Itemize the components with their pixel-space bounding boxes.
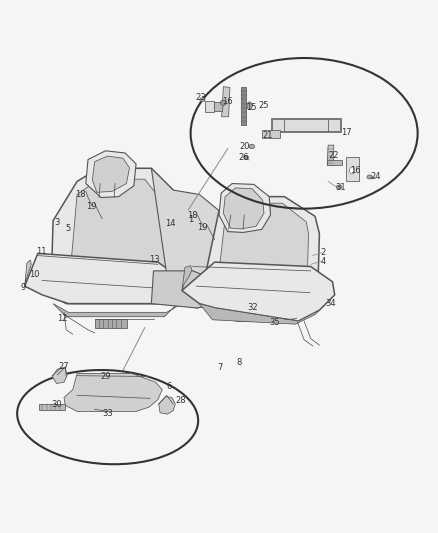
Text: 24: 24 bbox=[370, 173, 381, 182]
Polygon shape bbox=[262, 130, 280, 138]
Polygon shape bbox=[215, 203, 308, 317]
Text: 13: 13 bbox=[149, 255, 160, 264]
Text: 35: 35 bbox=[269, 318, 280, 327]
Text: 30: 30 bbox=[51, 400, 62, 408]
Ellipse shape bbox=[256, 305, 261, 309]
Text: 34: 34 bbox=[325, 299, 336, 308]
Text: 20: 20 bbox=[239, 142, 250, 151]
Text: 29: 29 bbox=[100, 372, 111, 381]
Polygon shape bbox=[159, 397, 175, 414]
Text: 19: 19 bbox=[86, 202, 97, 211]
Polygon shape bbox=[214, 102, 223, 111]
Polygon shape bbox=[223, 188, 264, 229]
Polygon shape bbox=[64, 374, 162, 411]
Polygon shape bbox=[151, 271, 219, 308]
Ellipse shape bbox=[244, 156, 248, 159]
Text: 3: 3 bbox=[54, 219, 59, 228]
Polygon shape bbox=[25, 260, 31, 286]
Text: 27: 27 bbox=[59, 361, 69, 370]
Polygon shape bbox=[52, 368, 67, 384]
Polygon shape bbox=[39, 404, 65, 410]
Polygon shape bbox=[199, 197, 319, 321]
Polygon shape bbox=[53, 304, 182, 317]
Polygon shape bbox=[199, 304, 319, 324]
Polygon shape bbox=[182, 265, 192, 290]
Text: 2: 2 bbox=[320, 248, 325, 257]
Ellipse shape bbox=[249, 144, 254, 149]
Text: 1: 1 bbox=[188, 215, 193, 224]
Text: 9: 9 bbox=[21, 283, 26, 292]
Polygon shape bbox=[86, 151, 136, 198]
Polygon shape bbox=[272, 119, 340, 131]
Text: 5: 5 bbox=[66, 223, 71, 232]
Text: 14: 14 bbox=[165, 219, 175, 228]
Ellipse shape bbox=[247, 102, 252, 110]
Ellipse shape bbox=[220, 100, 226, 106]
Text: 8: 8 bbox=[236, 358, 241, 367]
Text: 17: 17 bbox=[341, 127, 352, 136]
Polygon shape bbox=[92, 156, 130, 192]
Polygon shape bbox=[219, 183, 271, 232]
Polygon shape bbox=[327, 159, 342, 165]
Ellipse shape bbox=[193, 211, 199, 216]
Text: 16: 16 bbox=[223, 97, 233, 106]
Text: 28: 28 bbox=[175, 397, 186, 406]
Polygon shape bbox=[182, 262, 335, 321]
Ellipse shape bbox=[278, 317, 285, 322]
Polygon shape bbox=[51, 168, 182, 304]
Text: 31: 31 bbox=[335, 182, 346, 191]
Polygon shape bbox=[327, 145, 334, 165]
Text: 32: 32 bbox=[248, 303, 258, 312]
Ellipse shape bbox=[350, 167, 355, 174]
Text: 16: 16 bbox=[350, 166, 360, 175]
Ellipse shape bbox=[268, 317, 276, 322]
Text: 7: 7 bbox=[217, 364, 223, 372]
Polygon shape bbox=[222, 87, 230, 117]
Ellipse shape bbox=[203, 222, 208, 226]
Text: 18: 18 bbox=[187, 212, 197, 220]
Polygon shape bbox=[346, 157, 359, 181]
Text: 33: 33 bbox=[102, 409, 113, 418]
Polygon shape bbox=[25, 253, 182, 304]
Text: 15: 15 bbox=[247, 103, 257, 111]
Ellipse shape bbox=[269, 318, 273, 321]
Text: 4: 4 bbox=[320, 257, 325, 266]
Text: 11: 11 bbox=[35, 247, 46, 256]
Ellipse shape bbox=[254, 303, 263, 310]
Text: 23: 23 bbox=[195, 93, 206, 102]
Polygon shape bbox=[241, 87, 246, 125]
Text: 18: 18 bbox=[75, 190, 85, 199]
Polygon shape bbox=[68, 179, 169, 299]
Ellipse shape bbox=[336, 185, 342, 189]
Bar bbox=[95, 319, 127, 328]
Text: 12: 12 bbox=[57, 313, 68, 322]
Text: 10: 10 bbox=[29, 270, 40, 279]
Ellipse shape bbox=[200, 98, 205, 102]
Ellipse shape bbox=[91, 200, 96, 204]
Text: 21: 21 bbox=[263, 131, 273, 140]
Polygon shape bbox=[151, 168, 219, 308]
Text: 22: 22 bbox=[328, 151, 339, 160]
Text: 25: 25 bbox=[259, 101, 269, 110]
Ellipse shape bbox=[81, 188, 88, 193]
Ellipse shape bbox=[367, 175, 372, 179]
Text: 19: 19 bbox=[197, 223, 208, 232]
Text: 26: 26 bbox=[238, 153, 249, 162]
Polygon shape bbox=[205, 101, 214, 111]
Text: 6: 6 bbox=[166, 382, 172, 391]
